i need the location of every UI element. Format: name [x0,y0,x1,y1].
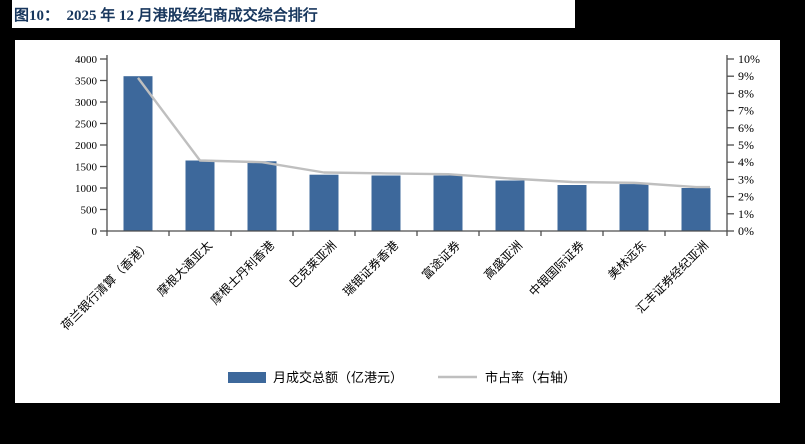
bars-group [123,76,711,231]
right-axis-ticks: 0% 1% 2% 3% 4% 5% 6% 7% 8% 9% 10% [727,52,760,238]
category-label: 摩根士丹利香港 [207,238,277,308]
left-tick-label: 4000 [75,54,98,66]
category-label: 美林远东 [605,238,649,282]
bar [123,76,153,231]
legend-bar-label: 月成交总额（亿港元） [273,370,403,385]
right-tick-label: 4% [738,155,754,169]
left-tick-label: 500 [81,205,98,217]
right-tick-label: 1% [738,207,754,221]
figure-title-strip: 图10： 2025 年 12 月港股经纪商成交综合排行 [12,0,575,28]
bar [433,175,463,231]
right-tick-label: 7% [738,104,754,118]
left-tick-label: 1500 [75,162,98,174]
bar [681,188,711,231]
left-tick-label: 3000 [75,97,98,109]
right-tick-label: 0% [738,224,754,238]
left-tick-label: 0 [92,226,98,238]
legend: 月成交总额（亿港元） 市占率（右轴） [228,370,576,385]
chart-panel: 0 500 1000 1500 2000 2500 3000 3500 4000 0% 1% 2% 3%… [15,40,780,403]
category-label: 巴克莱亚洲 [287,238,339,290]
right-tick-label: 8% [738,86,754,100]
right-tick-label: 2% [738,190,754,204]
bar [247,161,277,231]
market-share-line [137,77,710,189]
bar [557,185,587,231]
category-label: 中银国际证券 [526,238,588,300]
bar [371,175,401,231]
right-tick-label: 3% [738,172,754,186]
left-tick-label: 1000 [75,183,98,195]
bar [619,184,649,231]
bar [309,174,339,231]
legend-line-label: 市占率（右轴） [485,370,576,385]
left-tick-label: 2500 [75,119,98,131]
category-label: 高盛亚洲 [481,238,526,283]
category-label: 荷兰银行清算（香港） [58,238,153,333]
left-tick-label: 3500 [75,76,98,88]
right-tick-label: 5% [738,138,754,152]
category-label: 富途证券 [419,238,464,283]
combo-chart-svg: 0 500 1000 1500 2000 2500 3000 3500 4000 0% 1% 2% 3%… [58,52,760,385]
bar [495,180,525,231]
category-label: 瑞银证券香港 [340,238,402,300]
right-tick-label: 9% [738,69,754,83]
right-tick-label: 10% [738,52,760,66]
category-label: 摩根大通亚太 [154,238,216,300]
x-axis-ticks [106,231,728,236]
right-tick-label: 6% [738,121,754,135]
left-axis-ticks: 0 500 1000 1500 2000 2500 3000 3500 4000 [75,54,107,238]
figure-title: 图10： 2025 年 12 月港股经纪商成交综合排行 [14,7,318,24]
bar [185,160,215,231]
left-tick-label: 2000 [75,140,98,152]
legend-bar-swatch [228,372,266,383]
